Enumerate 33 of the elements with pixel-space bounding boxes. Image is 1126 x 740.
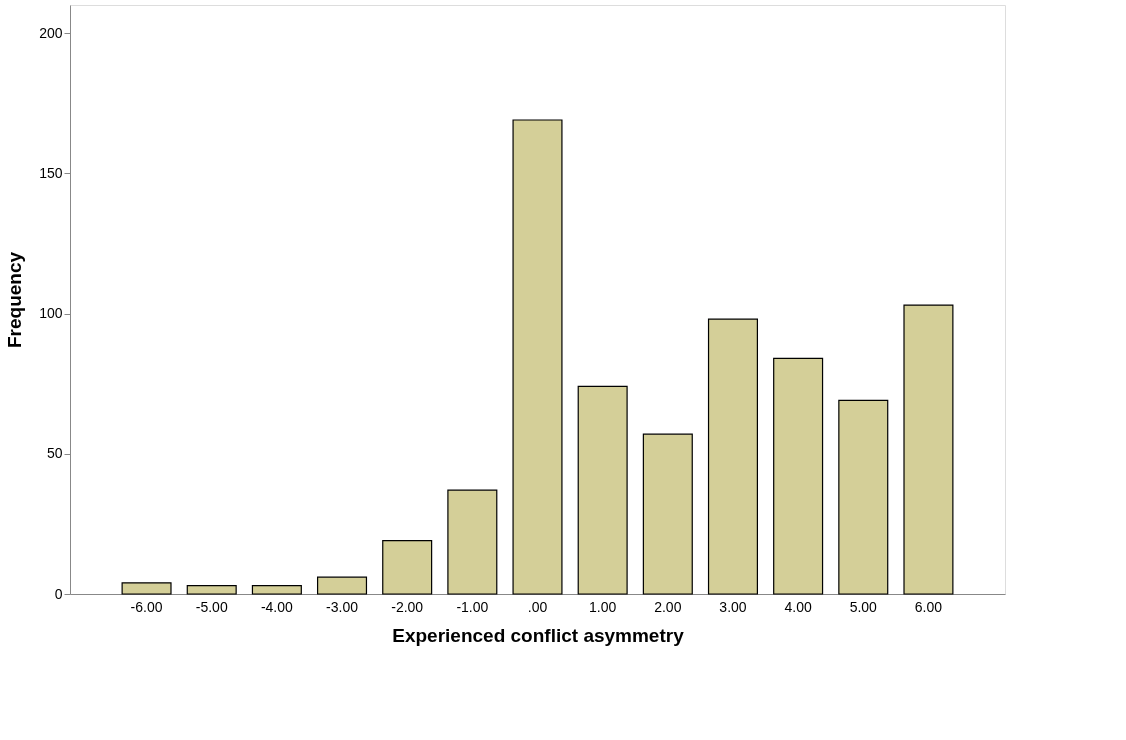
y-tick-label: 200 (39, 24, 63, 41)
bar (512, 119, 563, 595)
x-tick-label: 5.00 (849, 598, 878, 615)
y-tick-label: 100 (39, 305, 63, 322)
bar (707, 318, 758, 595)
x-tick-label: 1.00 (589, 598, 617, 615)
bar (121, 582, 172, 595)
bar (773, 357, 824, 595)
bar (186, 584, 237, 595)
bar (447, 489, 498, 595)
x-tick-label: -2.00 (391, 598, 424, 615)
bar (251, 584, 302, 595)
y-tick-label: 50 (46, 445, 63, 462)
x-tick-label: -6.00 (130, 598, 163, 615)
y-tick-label: 0 (54, 585, 63, 602)
bar (838, 399, 889, 595)
x-tick-label: 6.00 (914, 598, 943, 615)
x-tick-label: -1.00 (456, 598, 489, 615)
y-axis-title: Frequency (4, 251, 26, 349)
bar (642, 433, 693, 595)
bar (577, 385, 628, 595)
x-tick-label: 3.00 (719, 598, 747, 615)
x-tick-label: .00 (527, 598, 548, 615)
x-tick-label: 2.00 (654, 598, 682, 615)
x-tick-label: -3.00 (326, 598, 359, 615)
x-tick-label: 4.00 (784, 598, 812, 615)
x-tick-label: -5.00 (195, 598, 228, 615)
y-tick-label: 150 (39, 164, 63, 181)
bar (903, 304, 954, 595)
x-tick-label: -4.00 (260, 598, 294, 615)
bar (317, 576, 368, 595)
bar (382, 540, 433, 595)
x-axis-title: Experienced conflict asymmetry (392, 624, 685, 646)
